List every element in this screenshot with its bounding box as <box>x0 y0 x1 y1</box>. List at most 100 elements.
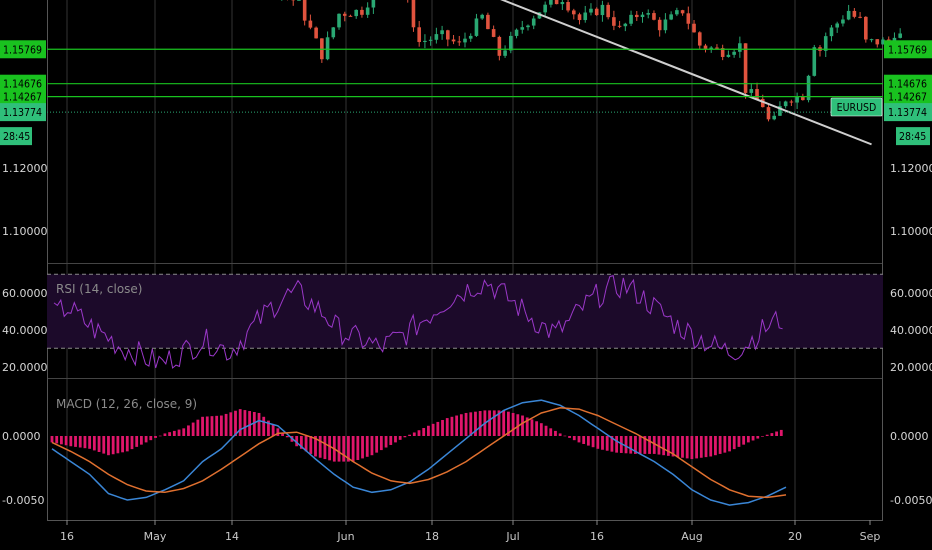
candle-body <box>417 27 421 43</box>
histogram-bar <box>394 436 397 443</box>
candle-body <box>497 36 502 56</box>
histogram-bar <box>365 436 369 457</box>
histogram-bar <box>681 436 684 458</box>
left-price-tick: 1.10000 <box>2 225 48 238</box>
histogram-bar <box>530 419 534 436</box>
right-countdown-bg <box>896 127 930 146</box>
histogram-bar <box>624 436 628 454</box>
candle-body <box>474 18 479 36</box>
histogram-bar <box>737 436 741 447</box>
candle <box>663 13 668 34</box>
candle <box>846 4 851 21</box>
candle-body <box>486 14 490 30</box>
histogram-bar <box>751 436 755 441</box>
histogram-bar <box>361 436 364 459</box>
histogram-bar <box>276 428 280 436</box>
candle <box>302 0 307 26</box>
histogram-bar <box>154 436 157 438</box>
candle <box>795 92 799 110</box>
histogram-bar <box>497 410 501 436</box>
candle <box>291 0 296 6</box>
candle-body <box>531 18 536 26</box>
candle <box>669 11 673 21</box>
trendline[interactable] <box>47 0 872 146</box>
time-axis-ticks: 16 May 14 Jun 18 Jul 16 Aug 20 Sep <box>60 520 880 543</box>
histogram-bar <box>144 436 148 443</box>
right-rsi-tick: 20.0000 <box>890 361 932 374</box>
right-price-label: 1.15769 <box>888 44 927 56</box>
histogram-bar <box>671 436 675 457</box>
histogram-bar <box>50 436 54 443</box>
histogram-bar <box>229 412 233 436</box>
histogram-bar <box>55 436 59 444</box>
histogram-bar <box>60 436 63 445</box>
left-rsi-tick: 60.0000 <box>2 287 48 300</box>
histogram-bar <box>417 430 421 436</box>
histogram-bar <box>408 434 411 436</box>
histogram-bar <box>403 436 407 438</box>
histogram-bar <box>172 430 176 436</box>
histogram-bar <box>267 420 270 436</box>
histogram-bar <box>591 436 595 448</box>
candle-body <box>468 35 473 39</box>
histogram-bar <box>111 436 115 455</box>
histogram-bar <box>191 422 195 436</box>
candle-body <box>440 30 444 35</box>
histogram-bar <box>139 436 143 445</box>
histogram-bar <box>775 431 778 436</box>
candle-body <box>841 19 845 24</box>
left-price-label-bg <box>0 40 46 59</box>
macd-pane[interactable] <box>47 380 883 520</box>
candle-body <box>675 10 679 15</box>
candle <box>646 9 651 19</box>
histogram-bar <box>582 436 586 444</box>
candle <box>480 13 484 20</box>
time-tick-label: Jul <box>505 530 519 543</box>
candle <box>411 0 416 32</box>
right-price-label-bg <box>884 103 932 122</box>
candle <box>640 11 645 23</box>
histogram-bar <box>657 436 661 455</box>
candle-body <box>823 36 828 51</box>
candle-body <box>881 39 885 45</box>
candle-body <box>297 0 301 1</box>
candle-body <box>760 98 765 108</box>
candle-body <box>583 12 588 21</box>
candle-body <box>434 34 439 40</box>
candle-body <box>789 101 794 103</box>
candle <box>738 36 742 58</box>
candle <box>841 15 845 27</box>
candle-body <box>331 27 336 38</box>
candle-body <box>858 16 862 18</box>
candle-body <box>543 4 547 13</box>
candle-body <box>732 51 736 55</box>
candle-body <box>589 8 593 13</box>
candle-body <box>692 23 696 33</box>
candle <box>835 21 839 33</box>
candle-body <box>663 19 668 31</box>
histogram-bar <box>506 411 510 436</box>
candle-body <box>720 48 725 57</box>
candle-body <box>571 10 576 15</box>
histogram-bar <box>572 436 576 441</box>
candle <box>875 39 880 48</box>
histogram-bar <box>615 436 619 453</box>
histogram-bar <box>601 436 604 450</box>
histogram-bar <box>187 425 190 436</box>
candle <box>806 74 811 103</box>
candle-body <box>755 89 759 99</box>
time-tick-label: May <box>144 530 167 543</box>
candle <box>589 3 593 16</box>
candle <box>680 9 685 16</box>
histogram-bar <box>516 414 520 436</box>
candle-body <box>594 8 599 16</box>
candle-body <box>778 106 782 116</box>
histogram-bar <box>676 436 680 458</box>
candle-body <box>480 14 484 19</box>
histogram-bar <box>765 434 769 436</box>
left-price-label: 1.15769 <box>3 44 42 56</box>
histogram-bar <box>704 436 708 458</box>
histogram-bar <box>770 433 774 436</box>
left-price-tick: 1.12000 <box>2 162 48 175</box>
